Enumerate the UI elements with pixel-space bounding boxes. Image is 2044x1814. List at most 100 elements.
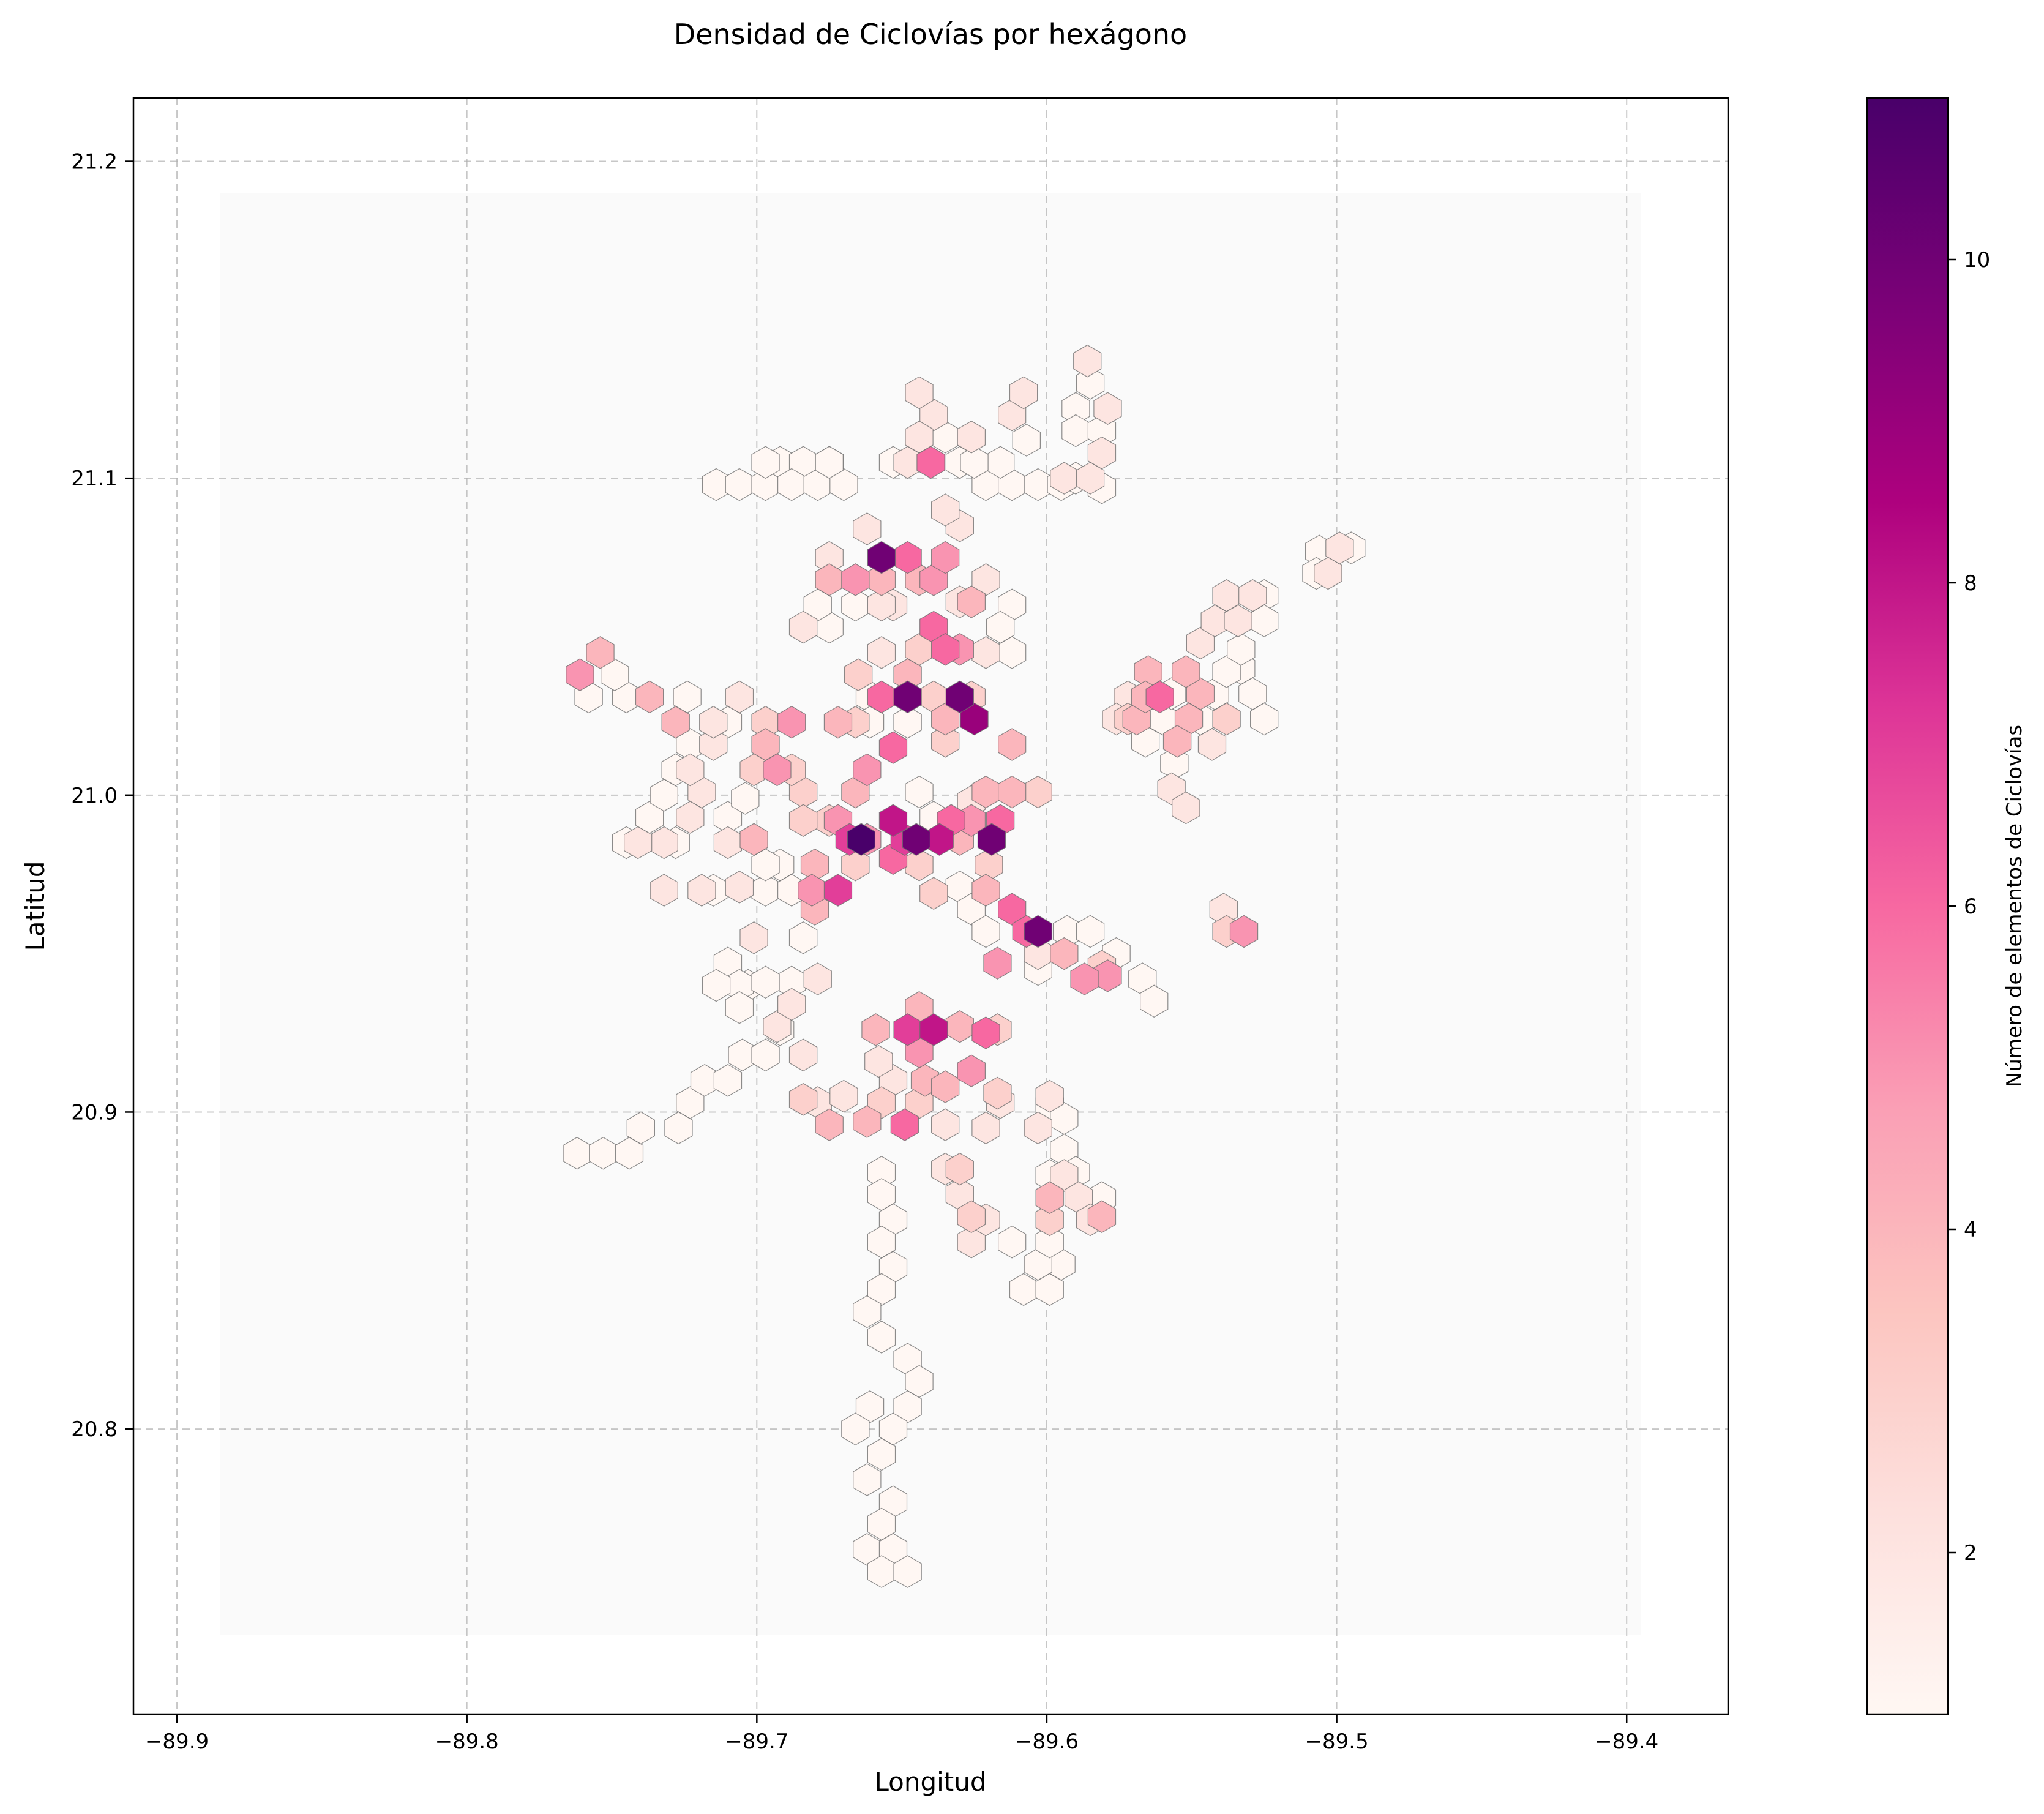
hex-cell	[841, 849, 870, 882]
hex-cell	[1050, 1159, 1079, 1192]
hex-cell	[930, 725, 960, 758]
hex-cell	[893, 1555, 922, 1588]
hex-cell	[1139, 984, 1169, 1018]
hex-cell	[713, 1064, 743, 1097]
hex-cell	[731, 782, 760, 815]
hex-cell	[844, 658, 873, 691]
hex-cell	[957, 421, 986, 454]
y-tick-label: 20.9	[71, 1100, 118, 1125]
y-tick-label: 21.1	[71, 467, 118, 491]
hex-cell	[971, 915, 1000, 948]
hex-cell	[1238, 579, 1267, 612]
hex-cell	[960, 446, 989, 479]
hex-cell	[788, 921, 818, 954]
x-tick-label: −89.5	[1305, 1730, 1368, 1754]
hex-cell	[867, 1437, 896, 1471]
hex-cell	[1050, 937, 1079, 970]
hex-cell	[664, 1111, 693, 1145]
y-axis: 20.8 20.9 21.0 21.1 21.2	[71, 150, 133, 1442]
hex-cell	[853, 1463, 882, 1496]
hex-cell	[867, 541, 896, 574]
hex-cell	[853, 753, 882, 787]
hex-cell	[861, 1013, 890, 1046]
hex-cell	[777, 988, 806, 1021]
hex-cell	[1197, 728, 1227, 761]
hex-cell	[1172, 791, 1200, 825]
hex-cell	[1035, 1079, 1064, 1113]
hex-cell	[957, 1200, 986, 1233]
hex-cell	[1024, 1111, 1052, 1145]
hex-cell	[855, 1390, 885, 1423]
hex-cell	[1035, 1273, 1064, 1306]
colorbar-gradient	[1866, 97, 1949, 1715]
hex-cell	[867, 588, 896, 621]
hex-cell	[878, 731, 908, 764]
hex-cell	[971, 1016, 1000, 1049]
x-axis: −89.9 −89.8 −89.7 −89.6 −89.5 −89.4	[145, 1714, 1658, 1754]
hex-cell	[725, 680, 754, 714]
hex-cell	[977, 823, 1006, 856]
hex-cell	[751, 965, 780, 999]
colorbar-label: Número de elementos de Ciclovías	[2002, 725, 2027, 1087]
hex-cell	[997, 775, 1027, 809]
x-tick-label: −89.8	[435, 1730, 499, 1754]
hex-cell	[983, 1076, 1012, 1110]
colorbar-tick-label: 2	[1964, 1541, 1977, 1565]
hex-cell	[823, 706, 853, 739]
hex-cell	[702, 969, 731, 1002]
hex-cell	[661, 706, 690, 739]
hex-cell	[997, 728, 1027, 761]
hex-cell	[971, 563, 1000, 596]
hex-cell	[1009, 376, 1038, 410]
hex-cell	[986, 610, 1015, 644]
colorbar-tick-label: 4	[1964, 1218, 1977, 1242]
hex-cell	[1172, 655, 1200, 688]
hex-cell	[853, 1295, 882, 1329]
hex-cell	[676, 801, 705, 834]
hex-cell	[983, 946, 1012, 980]
hex-cell	[905, 376, 934, 410]
colorbar-tick-label: 8	[1964, 571, 1977, 596]
hex-cell	[788, 610, 818, 644]
x-tick-label: −89.7	[725, 1730, 788, 1754]
hex-cell	[930, 1108, 960, 1141]
hex-cell	[739, 921, 768, 954]
hex-cell	[1076, 462, 1105, 495]
y-tick-label: 21.0	[71, 784, 118, 808]
hex-cell	[919, 877, 948, 910]
hex-cell	[725, 991, 754, 1024]
hex-cell	[853, 1105, 882, 1138]
hex-cell	[676, 753, 705, 787]
plot-frame	[132, 97, 1729, 1715]
hex-cell	[945, 1152, 975, 1186]
hex-cell	[1076, 915, 1105, 948]
hex-cell	[1087, 1200, 1117, 1233]
hex-cell	[1012, 424, 1041, 457]
hex-cell	[867, 636, 896, 669]
hex-cell	[815, 446, 844, 479]
hex-cell	[841, 1412, 870, 1445]
hex-cell	[945, 1010, 975, 1043]
hex-cell	[1212, 702, 1241, 736]
hex-cell	[1227, 633, 1256, 666]
hex-cell	[751, 849, 780, 882]
hex-cell	[841, 563, 870, 596]
hex-cell	[902, 823, 931, 856]
hex-cell	[890, 1108, 919, 1141]
hex-cell	[566, 658, 594, 691]
hex-cell	[1249, 702, 1279, 736]
hex-cell	[1145, 680, 1174, 714]
hex-cell	[864, 1044, 893, 1078]
hex-cell	[615, 1137, 644, 1170]
hex-cell	[823, 874, 853, 907]
hex-cell	[905, 775, 934, 809]
hex-cell	[1035, 1226, 1064, 1259]
hex-cell	[650, 874, 678, 907]
hex-cell	[853, 512, 882, 545]
hex-cell	[930, 633, 960, 666]
x-tick-label: −89.9	[145, 1730, 209, 1754]
plot-area	[132, 97, 1729, 1715]
hex-cell	[1035, 1181, 1064, 1214]
y-tick-label: 21.2	[71, 150, 118, 174]
x-tick-label: −89.6	[1015, 1730, 1079, 1754]
